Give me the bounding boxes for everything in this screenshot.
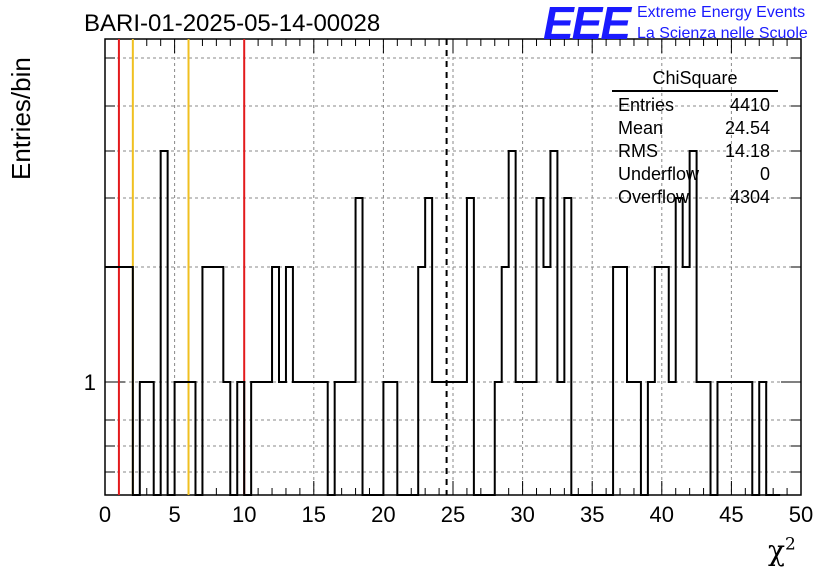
y-tick-label: 1 [84, 370, 96, 395]
x-axis-label: χ2 [768, 534, 796, 567]
x-tick-label: 40 [650, 502, 674, 527]
x-tick-label: 0 [99, 502, 111, 527]
stats-box: ChiSquare Entries 4410 Mean 24.54 RMS 14.18… [612, 68, 778, 209]
x-tick-label: 25 [441, 502, 465, 527]
stats-row: Underflow 0 [618, 164, 770, 184]
stats-title: ChiSquare [612, 68, 778, 92]
stats-row: RMS 14.18 [618, 141, 770, 161]
eee-logo: EEE [543, 0, 631, 49]
x-tick-label: 15 [302, 502, 326, 527]
x-tick-label: 5 [168, 502, 180, 527]
x-tick-label: 35 [580, 502, 604, 527]
logo-line-1: Extreme Energy Events [637, 4, 806, 21]
logo-line-2: La Scienza nelle Scuole [637, 25, 808, 42]
histogram-line [105, 150, 781, 496]
x-tick-label: 30 [510, 502, 534, 527]
stats-row: Entries 4410 [618, 95, 770, 115]
x-tick-label: 45 [719, 502, 743, 527]
stats-row: Overflow 4304 [618, 187, 770, 207]
stats-row: Mean 24.54 [618, 118, 770, 138]
x-tick-label: 50 [789, 502, 813, 527]
x-tick-label: 20 [371, 502, 395, 527]
y-axis-label: Entries/bin [6, 57, 36, 180]
x-tick-label: 10 [232, 502, 256, 527]
run-title: BARI-01-2025-05-14-00028 [84, 10, 381, 37]
